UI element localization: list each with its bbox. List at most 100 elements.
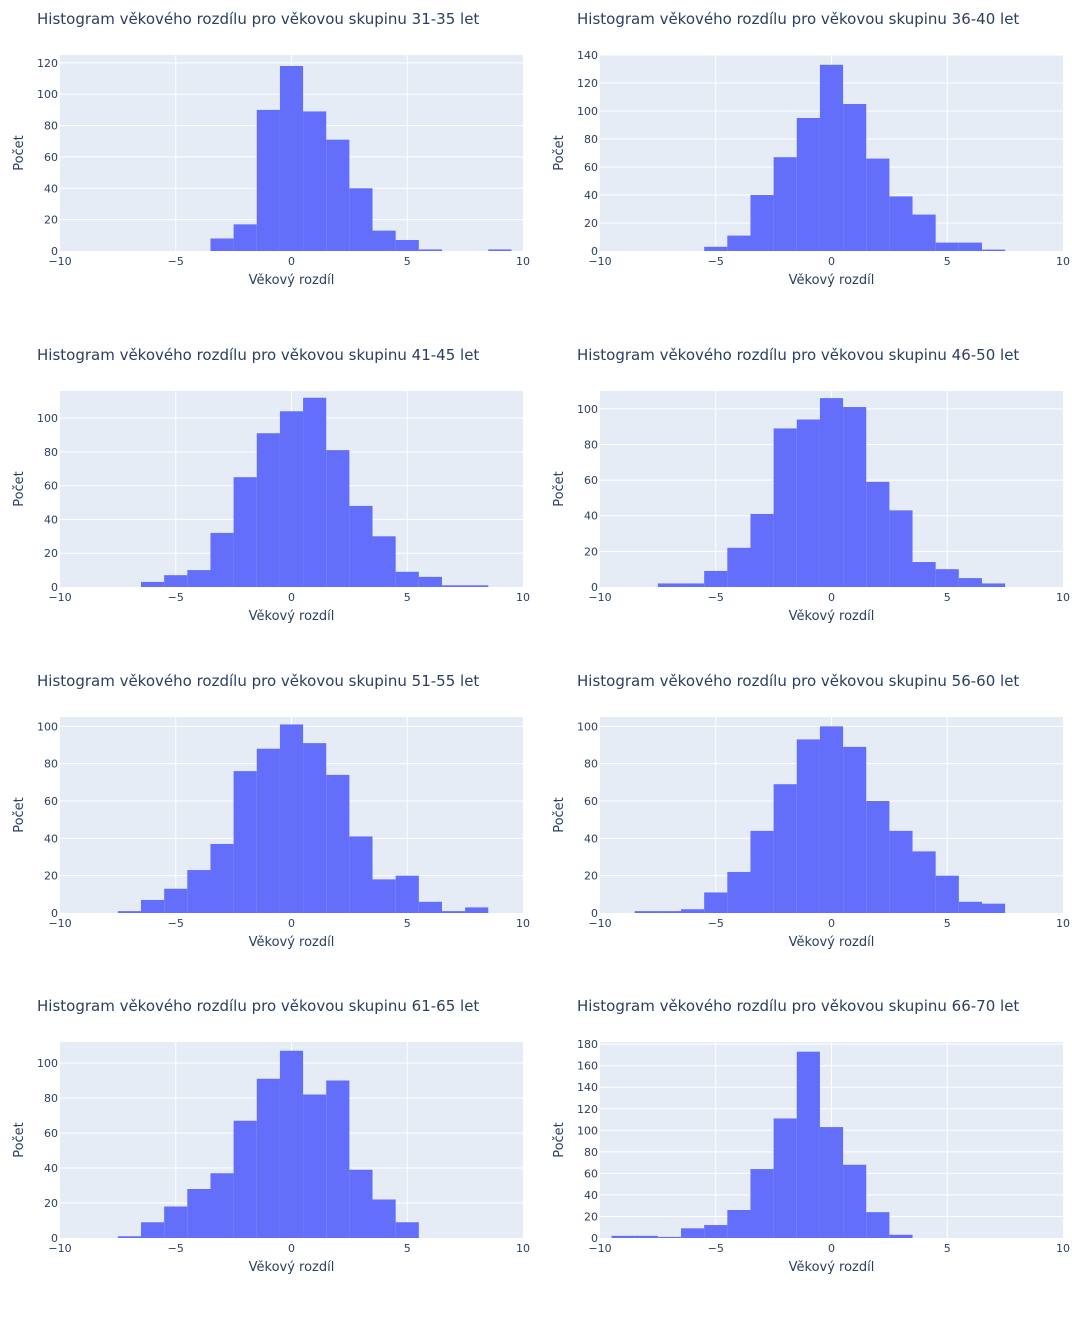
x-tick-label: 5 xyxy=(944,917,951,930)
x-tick-label: 5 xyxy=(944,255,951,268)
histogram-bar xyxy=(372,879,396,913)
histogram-bar xyxy=(704,892,728,913)
histogram-bar xyxy=(634,911,658,913)
y-axis-label: Počet xyxy=(552,471,567,507)
y-tick-label: 0 xyxy=(51,245,58,258)
x-tick-label: −10 xyxy=(588,1242,611,1255)
y-tick-label: 60 xyxy=(584,795,598,808)
histogram-bar xyxy=(279,411,304,587)
histogram-bar xyxy=(958,578,982,587)
histogram-bar xyxy=(303,1094,327,1238)
x-tick-label: −10 xyxy=(48,591,71,604)
histogram-bar xyxy=(441,911,466,913)
histogram-bar xyxy=(395,571,419,587)
histogram-plot: 0 20 40 60 80 100 −10 −5 0 5 10 Věkový rozdíl Počet xyxy=(12,717,530,950)
x-tick-label: 10 xyxy=(516,591,530,604)
histogram-bar xyxy=(256,109,280,251)
chart-title: Histogram věkového rozdílu pro věkovou s… xyxy=(577,672,1020,690)
histogram-bar xyxy=(796,419,820,587)
histogram-bar xyxy=(912,214,936,251)
histogram-bar xyxy=(819,1127,844,1238)
histogram-bar xyxy=(326,774,350,913)
histogram-bar xyxy=(657,1236,682,1238)
histogram-bar xyxy=(279,724,304,913)
histogram-panel: 0 20 40 60 80 100 −10 −5 0 5 10 Věkový rozdíl Počet H… xyxy=(0,662,540,992)
histogram-panel: 0 20 40 60 80 100 −10 −5 0 5 10 Věkový rozdíl Počet H… xyxy=(0,336,540,666)
y-tick-label: 20 xyxy=(584,870,598,883)
y-tick-label: 60 xyxy=(44,795,58,808)
y-tick-label: 120 xyxy=(37,57,58,70)
histogram-bar xyxy=(958,901,982,913)
histogram-bar xyxy=(889,196,913,251)
histogram-bar xyxy=(611,1235,635,1238)
histogram-bar xyxy=(889,830,913,913)
y-tick-label: 100 xyxy=(577,720,598,733)
histogram-bar xyxy=(704,570,728,587)
y-tick-label: 40 xyxy=(44,182,58,195)
chart-title: Histogram věkového rozdílu pro věkovou s… xyxy=(37,10,480,28)
histogram-bar xyxy=(889,510,913,587)
histogram-bar xyxy=(465,585,489,587)
histogram-bar xyxy=(981,583,1006,587)
histogram-bar xyxy=(866,158,890,251)
histogram-bar xyxy=(372,1199,396,1238)
histogram-bar xyxy=(819,64,844,251)
x-tick-label: 10 xyxy=(1056,255,1070,268)
x-axis-label: Věkový rozdíl xyxy=(789,609,875,624)
x-tick-label: 5 xyxy=(944,1242,951,1255)
chart-title: Histogram věkového rozdílu pro věkovou s… xyxy=(37,346,480,364)
histogram-bar xyxy=(796,118,820,251)
y-tick-label: 0 xyxy=(51,907,58,920)
y-tick-label: 20 xyxy=(44,214,58,227)
y-tick-label: 80 xyxy=(584,758,598,771)
histogram-bar xyxy=(279,65,304,251)
y-tick-label: 100 xyxy=(37,88,58,101)
histogram-bar xyxy=(681,583,705,587)
histogram-bar xyxy=(395,875,419,913)
y-tick-label: 40 xyxy=(584,510,598,523)
histogram-bar xyxy=(935,569,959,587)
histogram-bar xyxy=(981,249,1006,251)
histogram-bar xyxy=(796,739,820,913)
histogram-bar xyxy=(773,428,797,587)
chart-title: Histogram věkového rozdílu pro věkovou s… xyxy=(577,997,1020,1015)
histogram-bar xyxy=(634,1235,658,1238)
histogram-grid: 0 20 40 60 80 100 120 −10 −5 0 5 10 Věkový rozdíl Poč… xyxy=(0,0,1072,1275)
y-tick-label: 40 xyxy=(584,189,598,202)
histogram-plot: 0 20 40 60 80 100 −10 −5 0 5 10 Věkový rozdíl Počet xyxy=(552,717,1070,950)
y-axis-label: Počet xyxy=(552,135,567,171)
y-tick-label: 20 xyxy=(44,1197,58,1210)
x-tick-label: 0 xyxy=(828,255,835,268)
histogram-bar xyxy=(796,1051,820,1238)
x-tick-label: −5 xyxy=(168,591,184,604)
y-tick-label: 40 xyxy=(44,1162,58,1175)
histogram-plot: 0 20 40 60 80 100 120 140 −10 −5 0 5 10 Věkový rozdíl… xyxy=(552,49,1070,288)
y-axis-label: Počet xyxy=(552,797,567,833)
histogram-bar xyxy=(326,1080,350,1238)
histogram-panel: 0 20 40 60 80 100 120 −10 −5 0 5 10 Věkový rozdíl Poč… xyxy=(0,0,540,330)
histogram-bar xyxy=(210,843,234,913)
x-tick-label: −10 xyxy=(588,917,611,930)
histogram-bar xyxy=(303,743,327,913)
histogram-bar xyxy=(256,433,280,587)
histogram-bar xyxy=(866,1212,890,1238)
histogram-bar xyxy=(750,830,774,913)
x-tick-label: −10 xyxy=(588,255,611,268)
x-tick-label: −10 xyxy=(48,917,71,930)
histogram-plot: 0 20 40 60 80 100 −10 −5 0 5 10 Věkový rozdíl Počet xyxy=(552,391,1070,624)
histogram-bar xyxy=(256,748,280,913)
y-tick-label: 60 xyxy=(584,474,598,487)
histogram-bar xyxy=(843,104,867,251)
histogram-bar xyxy=(210,532,234,587)
x-tick-label: 5 xyxy=(404,255,411,268)
histogram-bar xyxy=(704,246,728,251)
histogram-panel: 0 20 40 60 80 100 −10 −5 0 5 10 Věkový rozdíl Počet H… xyxy=(540,336,1072,666)
y-tick-label: 100 xyxy=(577,403,598,416)
x-tick-label: −5 xyxy=(168,1242,184,1255)
histogram-bar xyxy=(750,513,774,587)
histogram-bar xyxy=(326,139,350,251)
histogram-bar xyxy=(233,771,257,913)
chart-title: Histogram věkového rozdílu pro věkovou s… xyxy=(37,672,480,690)
histogram-bar xyxy=(303,111,327,251)
histogram-bar xyxy=(981,903,1006,913)
